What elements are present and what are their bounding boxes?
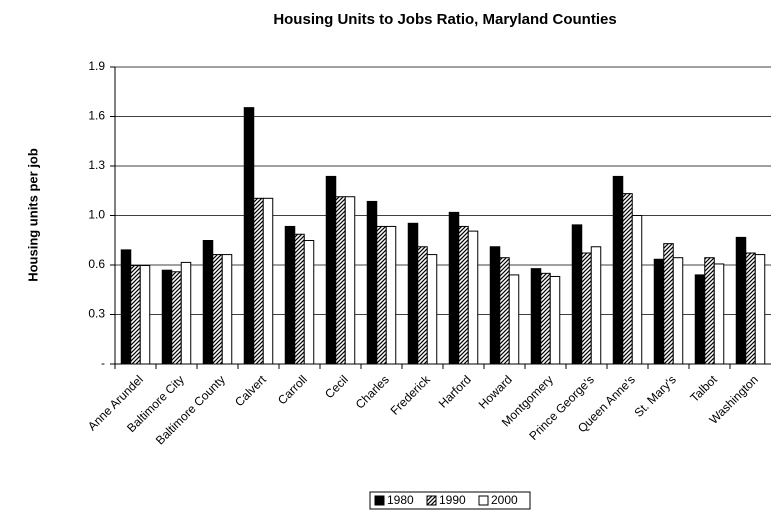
bar (612, 175, 624, 365)
bar (303, 240, 315, 365)
bar (376, 225, 387, 365)
bar (335, 196, 346, 365)
y-tick-label: 1.9 (88, 59, 105, 73)
x-tick-label: Charles (353, 372, 392, 411)
bar (653, 258, 665, 365)
bar (672, 257, 684, 365)
bar (713, 263, 725, 365)
legend-label: 1980 (387, 493, 414, 507)
legend-label: 2000 (491, 493, 518, 507)
y-tick-label: 1.6 (88, 109, 105, 123)
bar (694, 274, 706, 365)
bar (622, 193, 633, 365)
y-axis-title: Housing units per job (25, 148, 40, 282)
bar (253, 197, 264, 365)
bar (325, 175, 337, 365)
x-tick-label: Harford (436, 372, 474, 410)
bar (212, 254, 223, 365)
bar (508, 274, 520, 365)
bar (221, 254, 233, 365)
y-tick-label: 1.0 (88, 208, 105, 222)
bar (407, 222, 419, 365)
bar (180, 261, 192, 365)
x-tick-label: Carroll (275, 372, 310, 407)
legend-label: 1990 (439, 493, 466, 507)
bar (549, 275, 561, 365)
bar (262, 197, 274, 365)
bar (499, 257, 510, 365)
x-tick-label: Frederick (388, 372, 434, 418)
bar (590, 246, 602, 365)
bar (467, 230, 479, 365)
bar (663, 243, 674, 365)
bar (243, 107, 255, 365)
x-tick-label: Talbot (687, 372, 720, 405)
bar (581, 252, 592, 365)
bar (745, 252, 756, 365)
bar (489, 246, 501, 365)
bar (171, 271, 182, 365)
bar (344, 196, 356, 365)
bar (139, 265, 151, 365)
bar (448, 211, 460, 365)
y-tick-label: 1.3 (88, 158, 105, 172)
bar (754, 254, 766, 365)
x-tick-label: Baltimore County (153, 372, 228, 447)
legend-box (369, 491, 531, 510)
legend: 1980 1990 2000 (369, 491, 531, 510)
bar (458, 225, 469, 365)
x-tick-label: St. Mary's (632, 372, 679, 419)
bar (130, 265, 141, 365)
bar (417, 246, 428, 365)
bar (571, 224, 583, 365)
bar (426, 254, 438, 365)
legend-swatch (478, 495, 489, 506)
bar (540, 272, 551, 365)
bar (704, 257, 715, 365)
chart-title: Housing Units to Jobs Ratio, Maryland Co… (273, 11, 616, 28)
bar (735, 236, 747, 365)
y-tick-label: - (101, 356, 105, 370)
x-tick-label: Calvert (232, 372, 269, 409)
legend-swatch (374, 495, 385, 506)
bar (294, 233, 305, 365)
legend-swatch (426, 495, 437, 506)
bar (284, 225, 296, 365)
y-tick-label: 0.6 (88, 257, 105, 271)
bar (385, 225, 397, 365)
bar (202, 240, 214, 365)
bar (530, 268, 542, 365)
x-tick-label: Cecil (322, 372, 351, 401)
bar (161, 269, 173, 365)
bar (366, 200, 378, 365)
x-tick-label: Howard (476, 372, 515, 411)
y-tick-label: 0.3 (88, 307, 105, 321)
bar (631, 215, 643, 365)
bar (120, 249, 132, 365)
